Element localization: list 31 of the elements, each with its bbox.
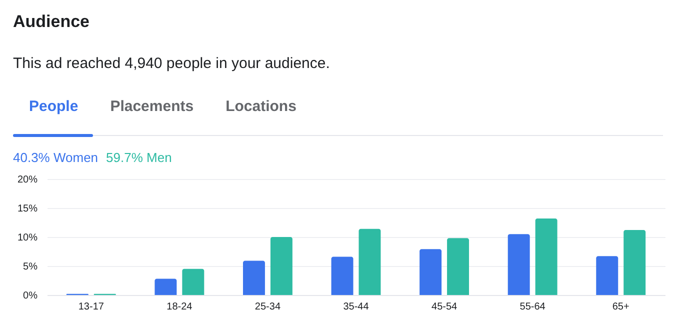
- bar: [447, 238, 470, 295]
- y-tick-label: 10%: [17, 232, 38, 244]
- bar: [270, 237, 292, 295]
- text: People: [29, 98, 78, 115]
- y-tick-label: 5%: [23, 262, 38, 272]
- bar: [358, 228, 381, 295]
- x-tick-label: 55-64: [520, 302, 546, 312]
- x-tick-label: 35-44: [343, 302, 370, 312]
- x-tick-label: 25-34: [254, 302, 281, 312]
- x-tick-label: 13-17: [78, 302, 104, 312]
- chart-title: Audience: [13, 12, 90, 32]
- bar: [154, 278, 177, 295]
- chart-subtitle: This ad reached 4,940 people in your audience.: [13, 55, 330, 72]
- bar: [596, 256, 618, 295]
- x-tick-label: 18-24: [166, 302, 193, 312]
- bar: [535, 218, 558, 295]
- text: 59.7% Men: [106, 150, 172, 165]
- y-tick-label: 15%: [17, 204, 38, 214]
- y-tick-label: 20%: [17, 174, 38, 186]
- x-tick-label: 45-54: [431, 302, 458, 312]
- bar: [420, 249, 442, 295]
- bar: [331, 256, 354, 295]
- text: Placements: [110, 98, 194, 115]
- bar: [624, 230, 646, 295]
- x-tick-label: 65+: [612, 302, 630, 312]
- bar: [242, 260, 265, 295]
- text: 40.3% Women: [13, 150, 98, 165]
- y-tick-label: 0%: [23, 290, 38, 302]
- text: Locations: [226, 98, 296, 115]
- bar: [508, 234, 530, 295]
- bar: [182, 268, 204, 295]
